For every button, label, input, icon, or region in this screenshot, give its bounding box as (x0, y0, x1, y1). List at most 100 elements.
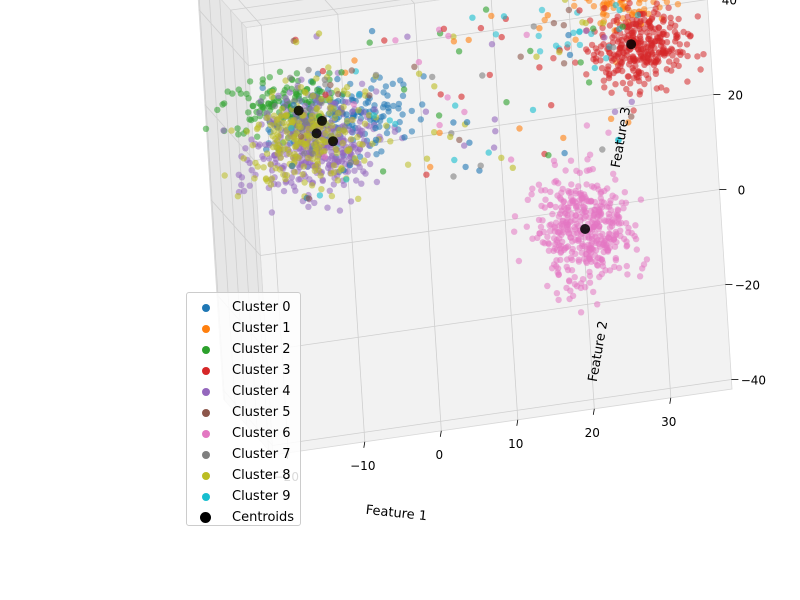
y-tick-label: 0 (738, 184, 746, 198)
data-point (368, 85, 375, 92)
data-point (624, 4, 631, 12)
data-point (254, 163, 261, 170)
data-point (697, 66, 704, 73)
data-point (547, 188, 554, 195)
data-point (299, 138, 306, 145)
data-point (268, 175, 276, 182)
data-point (612, 81, 619, 88)
data-point (683, 41, 691, 48)
data-point (361, 157, 368, 164)
data-point (584, 0, 590, 2)
data-point (569, 245, 576, 253)
data-point (380, 89, 387, 96)
data-point (572, 250, 579, 257)
data-point (319, 67, 327, 75)
data-point (605, 203, 613, 210)
data-point (615, 136, 622, 144)
data-point (202, 125, 210, 132)
data-point (528, 191, 535, 198)
data-point (290, 183, 298, 190)
data-point (626, 57, 634, 65)
data-point (565, 206, 572, 214)
data-point (373, 178, 381, 186)
data-point (269, 143, 277, 151)
x-tick-label: 10 (508, 437, 523, 451)
data-point (269, 88, 276, 96)
grid-line-z (241, 0, 402, 23)
data-point (546, 201, 554, 209)
x-tick (592, 408, 595, 415)
data-point (346, 145, 353, 153)
data-point (274, 131, 281, 138)
data-point (419, 101, 426, 108)
data-point (586, 279, 594, 286)
data-point (684, 30, 692, 38)
data-point (619, 23, 626, 30)
data-point (246, 78, 254, 85)
data-point (302, 118, 310, 125)
data-point (599, 259, 606, 266)
data-point (400, 86, 408, 93)
data-point (666, 58, 673, 65)
data-point (263, 150, 271, 157)
data-point (386, 117, 393, 124)
data-point (623, 262, 630, 270)
x-tick-label: −10 (350, 459, 375, 473)
data-point (617, 227, 624, 234)
data-point (228, 127, 235, 134)
data-point (640, 10, 648, 18)
data-point (633, 71, 640, 78)
data-point (605, 129, 612, 136)
data-point (276, 144, 284, 151)
data-point (347, 198, 355, 205)
data-point (355, 107, 362, 114)
data-point (404, 33, 411, 40)
data-point (578, 195, 586, 202)
data-point (381, 37, 388, 44)
data-point (585, 79, 593, 86)
data-point (601, 5, 608, 12)
data-point (582, 284, 589, 291)
x-tick (669, 397, 672, 404)
data-point (637, 39, 644, 47)
data-point (326, 109, 333, 117)
floor-pane (245, 0, 733, 456)
data-point (435, 112, 443, 119)
data-point (598, 65, 606, 72)
data-point (291, 143, 299, 150)
legend-entry: Cluster 7 (187, 444, 300, 465)
data-point (607, 197, 614, 204)
data-point (255, 121, 263, 128)
data-point (391, 128, 399, 135)
data-point (411, 63, 418, 70)
data-point (314, 104, 321, 112)
series-cluster-6 (511, 122, 651, 316)
data-point (550, 19, 558, 27)
data-point (654, 10, 661, 18)
data-point (248, 167, 255, 174)
data-point (356, 91, 363, 98)
data-point (611, 243, 619, 250)
data-point (401, 134, 408, 141)
data-point (366, 39, 373, 46)
data-point (297, 84, 305, 91)
data-point (351, 167, 358, 174)
data-point (625, 229, 632, 236)
data-point (575, 183, 582, 190)
data-point (329, 122, 336, 129)
data-point (328, 192, 336, 200)
legend-marker (202, 471, 210, 480)
data-point (659, 49, 666, 56)
data-point (572, 236, 579, 244)
data-point (548, 102, 555, 109)
data-point (614, 206, 621, 213)
data-point (330, 169, 338, 176)
data-point (550, 261, 558, 268)
data-point (322, 81, 329, 88)
data-point (234, 125, 241, 132)
data-point (214, 106, 221, 114)
data-point (571, 2, 578, 9)
x-tick (439, 430, 442, 437)
data-point (498, 154, 505, 161)
data-point (650, 28, 657, 36)
